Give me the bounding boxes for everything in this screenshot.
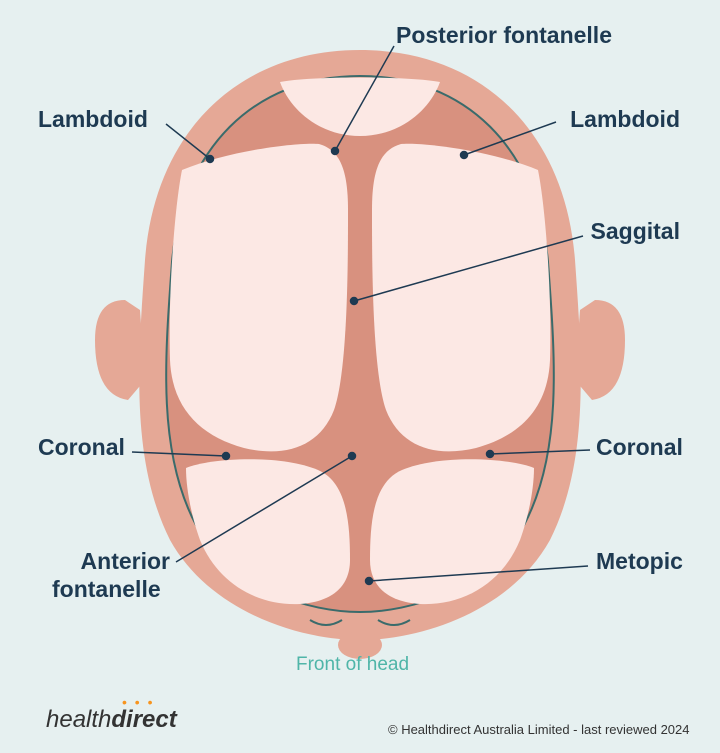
label-anterior-fontanelle-1: Anterior bbox=[60, 548, 170, 575]
healthdirect-logo: healthdirect bbox=[46, 706, 177, 734]
label-saggital: Saggital bbox=[591, 218, 680, 245]
ear-right bbox=[575, 300, 625, 400]
label-coronal-left: Coronal bbox=[38, 434, 125, 461]
plate-parietal-right bbox=[372, 144, 550, 452]
label-lambdoid-right: Lambdoid bbox=[570, 106, 680, 133]
copyright-text: © Healthdirect Australia Limited - last … bbox=[388, 722, 690, 737]
label-metopic: Metopic bbox=[596, 548, 683, 575]
label-anterior-fontanelle-2: fontanelle bbox=[52, 576, 161, 603]
logo-part-a: health bbox=[46, 706, 111, 733]
label-coronal-right: Coronal bbox=[596, 434, 683, 461]
logo-part-b: direct bbox=[111, 706, 176, 733]
label-posterior-fontanelle: Posterior fontanelle bbox=[396, 22, 612, 49]
caption-front-of-head: Front of head bbox=[296, 654, 409, 676]
label-lambdoid-left: Lambdoid bbox=[38, 106, 148, 133]
plate-parietal-left bbox=[170, 144, 348, 452]
ear-left bbox=[95, 300, 145, 400]
